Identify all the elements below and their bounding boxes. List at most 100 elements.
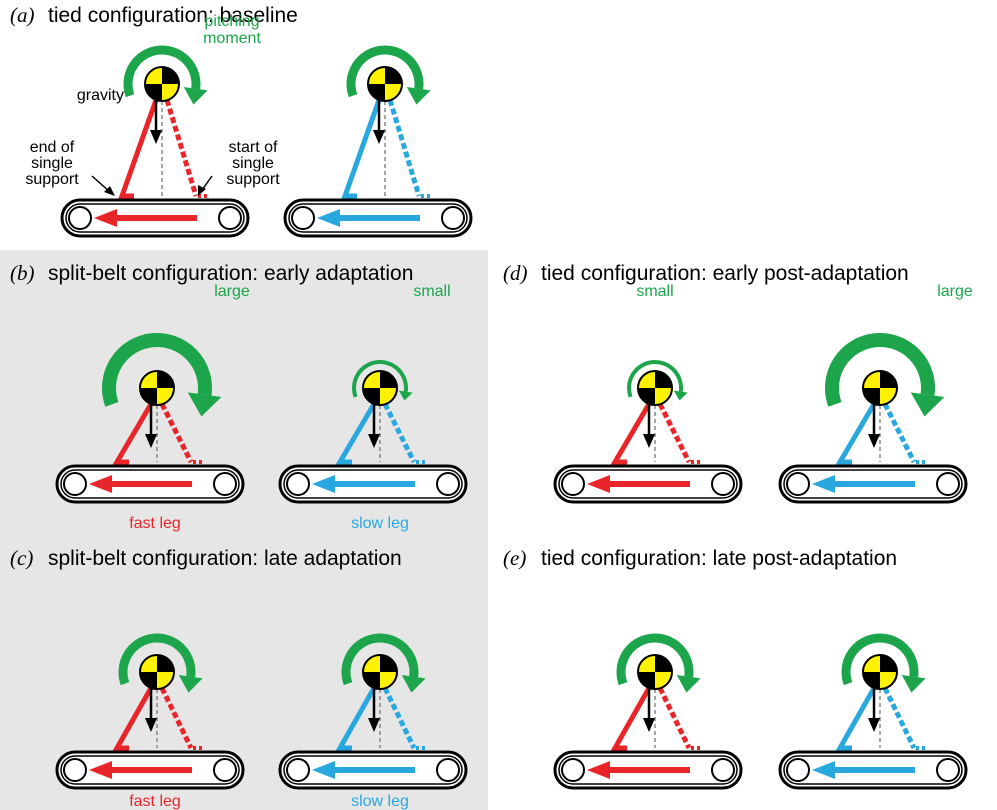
treadmill-inner bbox=[283, 755, 463, 785]
panel-label: (a) bbox=[10, 3, 35, 27]
roller bbox=[786, 758, 810, 782]
roller bbox=[786, 472, 810, 496]
annotation-moment: small bbox=[636, 283, 673, 300]
gravity-arrowhead bbox=[368, 718, 380, 732]
stance-leg bbox=[610, 402, 652, 465]
pitching-arrowhead bbox=[901, 675, 926, 693]
panel-title: split-belt configuration: early adaptati… bbox=[48, 262, 413, 285]
annotation-start-support: support bbox=[226, 171, 280, 188]
walker bbox=[55, 333, 245, 504]
com-quadrant bbox=[363, 672, 380, 689]
com-quadrant bbox=[162, 67, 179, 84]
panel-title: tied configuration: early post-adaptatio… bbox=[541, 262, 909, 285]
com-quadrant bbox=[638, 388, 655, 405]
roller bbox=[711, 472, 735, 496]
leg-label: slow leg bbox=[351, 793, 409, 810]
gravity-arrowhead bbox=[868, 434, 880, 448]
belt-arrowhead bbox=[587, 761, 610, 779]
belt-arrowhead bbox=[587, 475, 610, 493]
stance-leg bbox=[341, 99, 382, 199]
pitching-arrow bbox=[616, 633, 694, 686]
pitching-arrow bbox=[118, 633, 196, 686]
treadmill-inner bbox=[65, 203, 245, 233]
com-quadrant bbox=[880, 655, 897, 672]
swing-leg bbox=[382, 402, 417, 464]
pitching-arrowhead bbox=[673, 390, 688, 401]
pitching-arrow bbox=[123, 45, 201, 98]
roller bbox=[436, 758, 460, 782]
gravity-arrowhead bbox=[145, 434, 157, 448]
roller bbox=[436, 472, 460, 496]
pitching-arrowhead bbox=[183, 87, 208, 105]
treadmill-inner bbox=[60, 755, 240, 785]
annotation-pitching: pitching bbox=[204, 13, 259, 30]
swing-leg bbox=[657, 686, 692, 750]
walker bbox=[60, 45, 250, 238]
pitching-arrow bbox=[346, 45, 424, 98]
roller bbox=[561, 472, 585, 496]
pitching-arrow bbox=[102, 333, 212, 407]
pitching-arrowhead bbox=[910, 392, 945, 417]
walker bbox=[55, 633, 245, 790]
com-quadrant bbox=[157, 655, 174, 672]
stance-leg bbox=[112, 402, 154, 465]
gravity-arrowhead bbox=[868, 718, 880, 732]
pointer-head bbox=[104, 186, 115, 196]
belt-arrowhead bbox=[312, 475, 335, 493]
gravity-arrowhead bbox=[368, 434, 380, 448]
treadmill-inner bbox=[288, 203, 468, 233]
belt-arrowhead bbox=[89, 761, 112, 779]
walker bbox=[278, 360, 468, 504]
annotation-start-support: start of bbox=[229, 139, 278, 156]
roller bbox=[711, 758, 735, 782]
stance-leg bbox=[835, 402, 877, 465]
annotation-end-support: support bbox=[25, 171, 79, 188]
walker bbox=[283, 45, 473, 238]
panel-label: (e) bbox=[503, 546, 526, 570]
roller bbox=[936, 472, 960, 496]
treadmill-inner bbox=[558, 469, 738, 499]
roller bbox=[286, 472, 310, 496]
com-quadrant bbox=[380, 371, 397, 388]
pitching-arrow bbox=[627, 360, 683, 398]
panel-title: tied configuration: late post-adaptation bbox=[541, 547, 897, 570]
panel-title: split-belt configuration: late adaptatio… bbox=[48, 547, 402, 570]
com-quadrant bbox=[368, 84, 385, 101]
pitching-arrow bbox=[825, 333, 935, 407]
annotation-pitching: moment bbox=[203, 30, 261, 47]
pitching-arrowhead bbox=[178, 675, 203, 693]
stance-leg bbox=[335, 686, 377, 751]
roller bbox=[441, 206, 465, 230]
gravity-arrowhead bbox=[373, 130, 385, 144]
leg-label: fast leg bbox=[129, 515, 181, 532]
panel-background bbox=[0, 250, 488, 810]
belt-arrowhead bbox=[812, 475, 835, 493]
annotation-end-support: end of bbox=[30, 139, 75, 156]
com-quadrant bbox=[385, 67, 402, 84]
pointer bbox=[201, 175, 213, 191]
swing-leg bbox=[882, 402, 917, 464]
com-quadrant bbox=[140, 672, 157, 689]
swing-leg bbox=[882, 686, 917, 750]
walker bbox=[278, 633, 468, 790]
treadmill-inner bbox=[60, 469, 240, 499]
belt-arrowhead bbox=[89, 475, 112, 493]
annotation-moment: large bbox=[937, 283, 973, 300]
pitching-arrowhead bbox=[398, 390, 413, 401]
com-quadrant bbox=[880, 371, 897, 388]
pitching-arrowhead bbox=[676, 675, 701, 693]
swing-leg bbox=[387, 99, 422, 197]
swing-leg bbox=[164, 99, 199, 197]
roller bbox=[63, 758, 87, 782]
pitching-arrow bbox=[352, 360, 408, 398]
panel-label: (d) bbox=[503, 261, 528, 285]
com-quadrant bbox=[638, 672, 655, 689]
treadmill-inner bbox=[558, 755, 738, 785]
gravity-arrowhead bbox=[643, 718, 655, 732]
com-quadrant bbox=[145, 84, 162, 101]
annotation-gravity: gravity bbox=[77, 87, 124, 104]
com-quadrant bbox=[863, 672, 880, 689]
leg-label: fast leg bbox=[129, 793, 181, 810]
com-quadrant bbox=[863, 388, 880, 405]
